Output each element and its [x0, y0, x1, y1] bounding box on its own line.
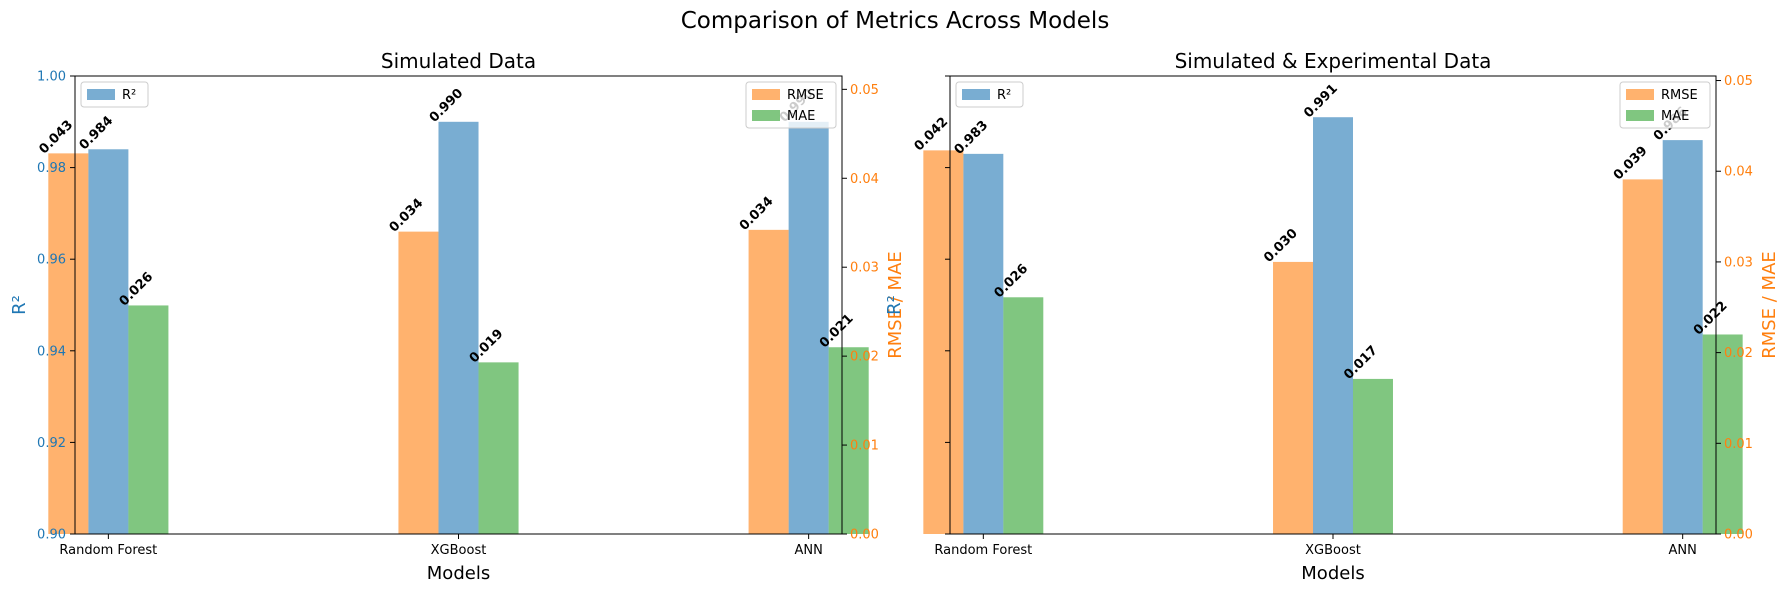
- x-tick-label: Random Forest: [934, 543, 1032, 558]
- right-tick-label: 0.03: [1724, 255, 1753, 270]
- data-label-rmse-3: 0.034: [737, 194, 777, 234]
- bar-r2-1: [88, 149, 129, 534]
- chart-panel-2: 0.9830.9910.9860.0420.0300.0390.0260.017…: [884, 49, 1780, 584]
- left-tick-label: 0.92: [37, 436, 66, 451]
- data-label-r2-1: 0.984: [77, 113, 117, 153]
- bar-mae-3: [828, 347, 869, 534]
- x-tick-label: ANN: [794, 543, 822, 558]
- data-label-rmse-1: 0.043: [37, 118, 77, 158]
- left-tick-label: 0.90: [37, 528, 66, 543]
- right-tick-label: 0.01: [850, 439, 879, 454]
- data-label-rmse-2: 0.034: [387, 196, 427, 236]
- x-tick-label: XGBoost: [431, 543, 487, 558]
- legend-left: R²: [955, 81, 1024, 108]
- bar-r2-3: [1662, 140, 1703, 534]
- data-label-rmse-3: 0.039: [1611, 144, 1651, 184]
- bar-rmse-2: [398, 231, 439, 534]
- right-tick-label: 0.01: [1724, 437, 1753, 452]
- legend-swatch-rmse: [1626, 89, 1654, 100]
- y-axis-left-label: R²: [9, 295, 30, 315]
- bar-r2-1: [963, 153, 1004, 535]
- legend-swatch-r2: [87, 89, 115, 100]
- legend-swatch-r2: [962, 89, 990, 100]
- panel-title: Simulated Data: [381, 49, 536, 73]
- y-axis-right-label: RMSE / MAE: [885, 251, 906, 359]
- right-tick-label: 0.05: [850, 83, 879, 98]
- bar-mae-2: [1352, 378, 1393, 534]
- right-tick-label: 0.04: [850, 172, 879, 187]
- bar-mae-1: [1003, 297, 1044, 534]
- data-label-r2-1: 0.983: [952, 118, 992, 158]
- bar-rmse-2: [1273, 261, 1314, 534]
- left-tick-label: 0.98: [37, 161, 66, 176]
- legend-swatch-mae: [1626, 110, 1654, 121]
- legend-swatch-mae: [752, 110, 780, 121]
- legend-label-r2: R²: [122, 88, 136, 103]
- left-tick-label: 0.94: [37, 344, 66, 359]
- x-tick-label: XGBoost: [1305, 543, 1361, 558]
- right-tick-label: 0.00: [850, 528, 879, 543]
- bar-r2-2: [438, 121, 479, 535]
- legend-label-mae: MAE: [787, 109, 815, 124]
- legend-label-mae: MAE: [1661, 109, 1689, 124]
- left-tick-label: 1.00: [37, 70, 66, 85]
- legend-right: RMSE MAE: [1619, 81, 1711, 129]
- bar-rmse-3: [748, 229, 789, 534]
- panel-title: Simulated & Experimental Data: [1175, 49, 1492, 73]
- data-label-r2-2: 0.991: [1301, 81, 1341, 121]
- right-tick-label: 0.02: [1724, 346, 1753, 361]
- bar-mae-1: [128, 305, 169, 534]
- legend-right: RMSE MAE: [745, 81, 837, 129]
- right-tick-label: 0.04: [1724, 165, 1753, 180]
- legend-label-r2: R²: [997, 88, 1011, 103]
- data-label-r2-2: 0.990: [427, 86, 467, 126]
- bar-rmse-3: [1622, 179, 1663, 534]
- legend-left: R²: [80, 81, 149, 108]
- x-tick-label: ANN: [1669, 543, 1697, 558]
- legend-swatch-rmse: [752, 89, 780, 100]
- right-tick-label: 0.05: [1724, 74, 1753, 89]
- data-label-rmse-2: 0.030: [1261, 226, 1301, 266]
- x-axis-label: Models: [1301, 563, 1364, 584]
- legend-label-rmse: RMSE: [1661, 88, 1698, 103]
- right-tick-label: 0.03: [850, 261, 879, 276]
- y-axis-right-label: RMSE / MAE: [1759, 251, 1780, 359]
- right-tick-label: 0.00: [1724, 528, 1753, 543]
- x-axis-label: Models: [427, 563, 490, 584]
- legend-label-rmse: RMSE: [787, 88, 824, 103]
- bar-r2-3: [788, 121, 829, 535]
- bar-mae-3: [1702, 334, 1743, 534]
- bar-mae-2: [478, 362, 519, 534]
- bar-rmse-1: [923, 150, 964, 534]
- figure-title: Comparison of Metrics Across Models: [681, 8, 1110, 34]
- bar-r2-2: [1313, 117, 1353, 534]
- right-tick-label: 0.02: [850, 350, 879, 365]
- left-tick-label: 0.96: [37, 253, 66, 268]
- bar-rmse-1: [48, 153, 89, 534]
- data-label-rmse-1: 0.042: [912, 115, 952, 155]
- x-tick-label: Random Forest: [59, 543, 157, 558]
- chart-panel-1: 0.9840.9900.9900.0430.0340.0340.0260.019…: [9, 49, 906, 584]
- y-axis-left-label: R²: [884, 295, 905, 315]
